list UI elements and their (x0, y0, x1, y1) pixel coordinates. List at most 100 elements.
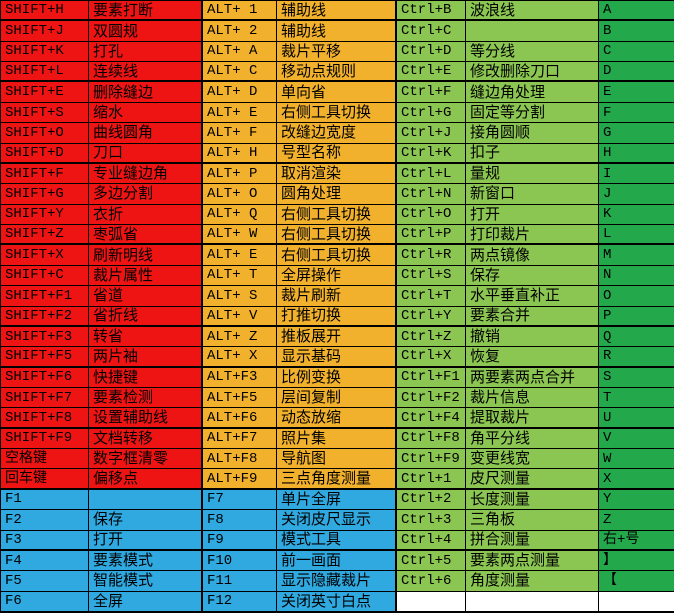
shift-key-cell: SHIFT+F3 (1, 326, 89, 348)
alt-desc-cell: 改缝边宽度 (277, 123, 397, 144)
ctrl-desc-cell: 两要素两点合并 (466, 367, 599, 388)
letter-cell: O (599, 286, 674, 307)
alt-key-cell: ALT+ W (203, 225, 277, 246)
alt-key-cell: ALT+ H (203, 143, 277, 164)
shift-key-cell: SHIFT+F1 (1, 286, 89, 307)
shift-desc-cell: 省道 (89, 286, 203, 307)
alt-key-cell: ALT+ V (203, 306, 277, 327)
letter-cell: G (599, 123, 674, 144)
ctrl-key-cell: Ctrl+5 (397, 550, 466, 572)
alt-key-cell: ALT+ 1 (203, 1, 277, 22)
ctrl-desc-cell: 拼合测量 (466, 530, 599, 551)
shift-key-cell: F6 (1, 591, 89, 612)
ctrl-key-cell: Ctrl+F (397, 82, 466, 103)
alt-desc-cell: 显示基码 (277, 347, 397, 368)
ctrl-desc-cell: 三角板 (466, 510, 599, 531)
alt-desc-cell: 单向省 (277, 82, 397, 103)
shift-desc-cell: 数字框清零 (89, 449, 203, 470)
ctrl-desc-cell: 变更线宽 (466, 449, 599, 470)
alt-key-cell: ALT+ X (203, 347, 277, 368)
letter-cell: 】 (599, 550, 674, 572)
ctrl-desc-cell: 新窗口 (466, 184, 599, 205)
shift-key-cell: SHIFT+Y (1, 204, 89, 226)
alt-desc-cell: 右侧工具切换 (277, 204, 397, 226)
letter-cell: N (599, 265, 674, 287)
ctrl-key-cell: Ctrl+G (397, 102, 466, 124)
ctrl-desc-cell: 两点镜像 (466, 245, 599, 266)
shift-desc-cell: 转省 (89, 326, 203, 348)
ctrl-desc-cell: 固定等分割 (466, 102, 599, 124)
ctrl-key-cell: Ctrl+F8 (397, 428, 466, 450)
ctrl-desc-cell: 裁片信息 (466, 387, 599, 409)
shift-desc-cell: 裁片属性 (89, 265, 203, 287)
ctrl-key-cell: Ctrl+P (397, 225, 466, 246)
alt-desc-cell: 照片集 (277, 428, 397, 450)
letter-cell: U (599, 408, 674, 429)
shift-desc-cell: 打孔 (89, 41, 203, 63)
letter-cell: S (599, 367, 674, 388)
alt-desc-cell: 层间复制 (277, 387, 397, 409)
ctrl-key-cell: Ctrl+4 (397, 530, 466, 551)
alt-key-cell: F10 (203, 550, 277, 572)
ctrl-key-cell: Ctrl+6 (397, 571, 466, 592)
shift-desc-cell: 曲线圆角 (89, 123, 203, 144)
shift-desc-cell: 要素检测 (89, 387, 203, 409)
shift-key-cell: SHIFT+O (1, 123, 89, 144)
alt-key-cell: ALT+ E (203, 245, 277, 266)
ctrl-desc-cell: 恢复 (466, 347, 599, 368)
alt-desc-cell: 比例变换 (277, 367, 397, 388)
alt-key-cell: ALT+ O (203, 184, 277, 205)
alt-desc-cell: 圆角处理 (277, 184, 397, 205)
ctrl-desc-cell: 撤销 (466, 326, 599, 348)
alt-desc-cell: 导航图 (277, 449, 397, 470)
alt-key-cell: F7 (203, 489, 277, 511)
shift-key-cell: 空格键 (1, 449, 89, 470)
alt-desc-cell: 关闭英寸白点 (277, 591, 397, 612)
shift-desc-cell: 衣折 (89, 204, 203, 226)
ctrl-desc-cell: 长度测量 (466, 489, 599, 511)
ctrl-key-cell: Ctrl+N (397, 184, 466, 205)
letter-cell: D (599, 62, 674, 83)
ctrl-key-cell (397, 591, 466, 612)
letter-cell: P (599, 306, 674, 327)
letter-cell: A (599, 1, 674, 22)
alt-key-cell: F8 (203, 510, 277, 531)
ctrl-key-cell: Ctrl+J (397, 123, 466, 144)
alt-desc-cell: 动态放缩 (277, 408, 397, 429)
shift-desc-cell: 多边分割 (89, 184, 203, 205)
alt-key-cell: ALT+ 2 (203, 21, 277, 42)
ctrl-key-cell: Ctrl+Z (397, 326, 466, 348)
letter-cell: C (599, 41, 674, 63)
ctrl-key-cell: Ctrl+L (397, 163, 466, 185)
shift-key-cell: SHIFT+K (1, 41, 89, 63)
shift-key-cell: SHIFT+F9 (1, 428, 89, 450)
ctrl-key-cell: Ctrl+T (397, 286, 466, 307)
shift-desc-cell: 打开 (89, 530, 203, 551)
shift-key-cell: SHIFT+L (1, 62, 89, 83)
alt-key-cell: ALT+ Q (203, 204, 277, 226)
shift-desc-cell: 要素打断 (89, 1, 203, 22)
alt-desc-cell: 模式工具 (277, 530, 397, 551)
alt-desc-cell: 右侧工具切换 (277, 102, 397, 124)
ctrl-desc-cell: 皮尺测量 (466, 469, 599, 490)
alt-key-cell: ALT+ S (203, 286, 277, 307)
letter-cell: I (599, 163, 674, 185)
alt-key-cell: ALT+F7 (203, 428, 277, 450)
ctrl-desc-cell: 接角圆顺 (466, 123, 599, 144)
shift-key-cell: SHIFT+D (1, 143, 89, 164)
alt-key-cell: ALT+F5 (203, 387, 277, 409)
shift-key-cell: SHIFT+J (1, 21, 89, 42)
shift-key-cell: SHIFT+C (1, 265, 89, 287)
ctrl-key-cell: Ctrl+Y (397, 306, 466, 327)
shift-key-cell: SHIFT+Z (1, 225, 89, 246)
alt-desc-cell: 辅助线 (277, 21, 397, 42)
ctrl-desc-cell: 扣子 (466, 143, 599, 164)
alt-key-cell: ALT+ Z (203, 326, 277, 348)
ctrl-key-cell: Ctrl+F9 (397, 449, 466, 470)
shift-key-cell: SHIFT+F8 (1, 408, 89, 429)
shift-desc-cell: 保存 (89, 510, 203, 531)
shift-key-cell: F4 (1, 550, 89, 572)
alt-key-cell: F9 (203, 530, 277, 551)
shift-key-cell: 回车键 (1, 469, 89, 490)
